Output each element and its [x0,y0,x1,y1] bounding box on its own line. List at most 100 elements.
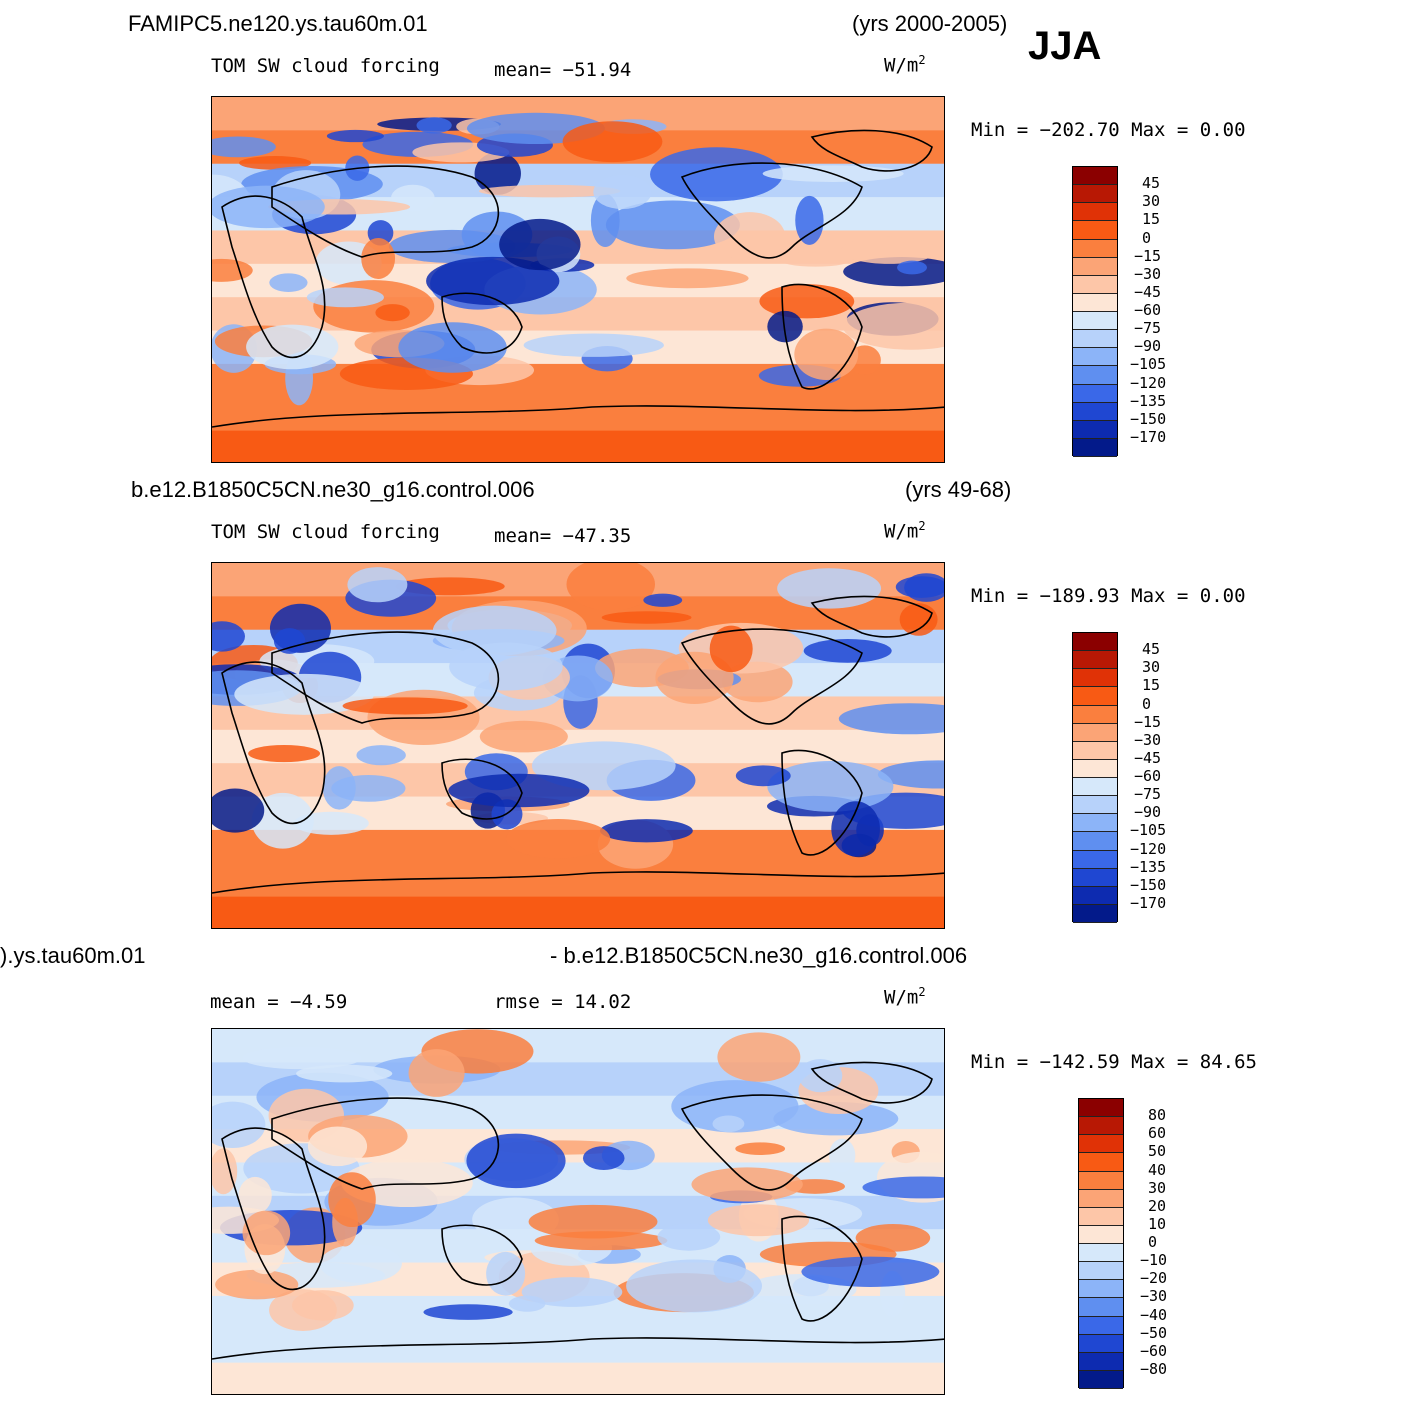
colorbar-swatch [1073,687,1117,706]
colorbar-tick-label: 45 [1142,640,1161,659]
colorbar-tick-label: −40 [1140,1305,1168,1324]
colorbar-tick-label: 60 [1148,1124,1167,1143]
colorbar-tick-label: −170 [1130,427,1167,446]
map-panel-2 [211,562,945,929]
colorbar-tick-label: 80 [1148,1106,1167,1125]
colorbar-swatch [1079,1153,1123,1172]
years-label: - b.e12.B1850C5CN.ne30_g16.control.006 [550,943,968,968]
colorbar-tick-label: −150 [1130,875,1167,894]
colorbar-tick-label: −135 [1130,857,1167,876]
colorbar-tick-label: −10 [1140,1251,1168,1270]
colorbar-tick-label: −60 [1134,301,1162,319]
units-label: W/m2 [884,53,926,77]
colorbar-tick-label: −75 [1134,785,1162,804]
colorbar-swatch [1073,221,1117,240]
colorbar-tick-label: −15 [1134,712,1162,731]
colorbar-tick-label: 30 [1142,658,1161,677]
colorbar-1 [1072,166,1118,457]
units-label: W/m2 [884,519,926,543]
colorbar-tick-label: −120 [1130,839,1167,858]
colorbar-swatch [1073,741,1117,760]
colorbar-tick-label: 15 [1142,676,1161,695]
colorbar-swatch [1073,348,1117,367]
colorbar-swatch [1079,1189,1123,1208]
minmax-label: Min = −142.59 Max = 84.65 [971,1051,1257,1073]
colorbar-tick-label: 15 [1142,210,1161,229]
colorbar-swatch [1073,759,1117,778]
colorbar-tick-label: 0 [1142,694,1152,713]
colorbar-swatch [1073,167,1117,186]
colorbar-tick-label: −80 [1140,1359,1168,1378]
colorbar-swatch [1073,257,1117,276]
units-label: W/m2 [884,985,926,1009]
colorbar-swatch [1073,366,1117,385]
colorbar-swatch [1073,651,1117,670]
colorbar-tick-label: −120 [1130,373,1167,392]
colorbar-tick-label: 0 [1148,1233,1158,1251]
colorbar-tick-label: −135 [1130,391,1167,410]
colorbar-tick-label: 20 [1148,1196,1167,1215]
colorbar-tick-label: −30 [1134,264,1162,283]
colorbar-tick-label: 50 [1148,1142,1167,1161]
colorbar-tick-label: −105 [1130,355,1167,374]
minmax-label: Min = −202.70 Max = 0.00 [971,119,1246,141]
colorbar-swatch [1073,438,1117,457]
colorbar-tick-label: −30 [1134,730,1162,749]
colorbar-swatch [1073,420,1117,439]
colorbar-tick-label: 10 [1148,1214,1167,1233]
years-label: (yrs 49-68) [905,477,1012,502]
colorbar-swatch [1079,1352,1123,1371]
years-label: (yrs 2000-2005) [852,11,1008,36]
variable-label: TOM SW cloud forcing [211,521,440,543]
colorbar-swatch [1073,904,1117,923]
colorbar-swatch [1073,886,1117,905]
map-field [212,1029,944,1394]
colorbar-swatch [1079,1117,1123,1136]
colorbar-swatch [1079,1244,1123,1263]
colorbar-tick-label: −90 [1134,803,1162,822]
colorbar-swatch [1073,384,1117,403]
colorbar-swatch [1079,1225,1123,1244]
map-panel-3 [211,1028,945,1395]
colorbar-3 [1078,1098,1124,1389]
colorbar-swatch [1079,1370,1123,1389]
colorbar-swatch [1073,203,1117,222]
colorbar-swatch [1073,239,1117,258]
colorbar-2 [1072,632,1118,923]
case-name: ).ys.tau60m.01 [0,943,146,968]
colorbar-swatch [1073,814,1117,833]
colorbar-tick-label: −170 [1130,893,1167,912]
colorbar-tick-label: −45 [1134,748,1162,767]
colorbar-swatch [1079,1280,1123,1299]
colorbar-swatch [1073,832,1117,851]
colorbar-tick-label: −150 [1130,409,1167,428]
colorbar-swatch [1073,330,1117,349]
map-panel-1 [211,96,945,463]
map-field [212,97,944,462]
colorbar-tick-label: −60 [1140,1341,1168,1360]
colorbar-swatch [1079,1207,1123,1226]
minmax-label: Min = −189.93 Max = 0.00 [971,585,1246,607]
case-name: FAMIPC5.ne120.ys.tau60m.01 [128,11,428,36]
colorbar-tick-label: 0 [1142,228,1152,247]
colorbar-swatch [1073,669,1117,688]
colorbar-swatch [1073,275,1117,294]
colorbar-tick-label: −30 [1140,1287,1168,1306]
mean-label: mean= −47.35 [494,525,632,547]
colorbar-swatch [1073,185,1117,204]
colorbar-swatch [1079,1171,1123,1190]
colorbar-swatch [1073,868,1117,887]
colorbar-swatch [1079,1099,1123,1118]
colorbar-tick-label: 30 [1142,192,1161,211]
colorbar-tick-label: −90 [1134,337,1162,356]
colorbar-tick-label: −15 [1134,246,1162,265]
colorbar-swatch [1079,1135,1123,1154]
colorbar-swatch [1079,1298,1123,1317]
colorbar-tick-label: −75 [1134,319,1162,338]
colorbar-swatch [1073,633,1117,652]
colorbar-swatch [1079,1262,1123,1281]
colorbar-swatch [1079,1316,1123,1335]
season-label: JJA [1028,24,1102,68]
colorbar-tick-label: 40 [1148,1160,1167,1179]
colorbar-swatch [1073,705,1117,724]
